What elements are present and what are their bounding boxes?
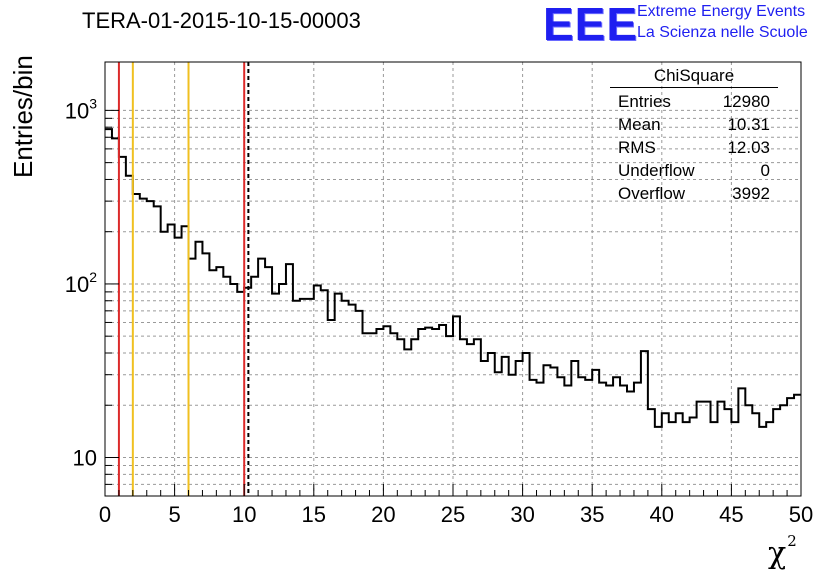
histogram-series [105, 128, 801, 428]
stats-row-overflow: Overflow 3992 [610, 182, 778, 205]
x-tick-label: 15 [302, 502, 326, 527]
y-axis-label: Entries/bin [8, 55, 38, 178]
y-tick-label-base: 10 [65, 272, 89, 297]
stats-label: RMS [618, 138, 656, 157]
y-tick-label-base: 10 [73, 445, 97, 470]
stats-title: ChiSquare [610, 66, 778, 88]
stats-row-mean: Mean 10.31 [610, 113, 778, 136]
stats-value: 3992 [732, 184, 770, 203]
y-tick-label: 102 [65, 269, 97, 297]
x-tick-label: 50 [789, 502, 813, 527]
x-tick-label: 35 [580, 502, 604, 527]
eee-logo: EEE [543, 0, 639, 50]
x-axis-label: χ2 [768, 532, 797, 571]
x-tick-label: 25 [441, 502, 465, 527]
y-tick-label-exponent: 2 [89, 269, 97, 285]
stats-value: 12980 [722, 92, 770, 111]
x-tick-label: 10 [232, 502, 256, 527]
logo-line-1: Extreme Energy Events [637, 3, 806, 20]
stats-row-rms: RMS 12.03 [610, 136, 778, 159]
x-tick-label: 40 [650, 502, 674, 527]
x-tick-label: 45 [719, 502, 743, 527]
stats-label: Mean [618, 115, 661, 134]
chart-title: TERA-01-2015-10-15-00003 [82, 8, 361, 33]
stats-row-entries: Entries 12980 [610, 90, 778, 113]
logo-line-2: La Scienza nelle Scuole [637, 24, 808, 41]
x-axis-label-sup: 2 [787, 532, 797, 550]
stats-value: 0 [760, 161, 770, 180]
stats-label: Underflow [618, 161, 695, 180]
stats-box: ChiSquare Entries 12980 Mean 10.31 RMS 1… [610, 66, 778, 205]
stats-value: 12.03 [727, 138, 770, 157]
y-tick-label: 10 [73, 445, 97, 470]
x-tick-label: 20 [371, 502, 395, 527]
y-tick-label: 103 [65, 95, 97, 123]
x-tick-label: 5 [168, 502, 180, 527]
x-tick-label: 30 [510, 502, 534, 527]
stats-label: Entries [618, 92, 671, 111]
y-tick-label-base: 10 [65, 98, 89, 123]
x-axis-label-text: χ [768, 536, 787, 571]
stats-row-underflow: Underflow 0 [610, 159, 778, 182]
stats-value: 10.31 [727, 115, 770, 134]
y-tick-label-exponent: 3 [89, 95, 97, 111]
stats-label: Overflow [618, 184, 686, 203]
x-tick-label: 0 [99, 502, 111, 527]
